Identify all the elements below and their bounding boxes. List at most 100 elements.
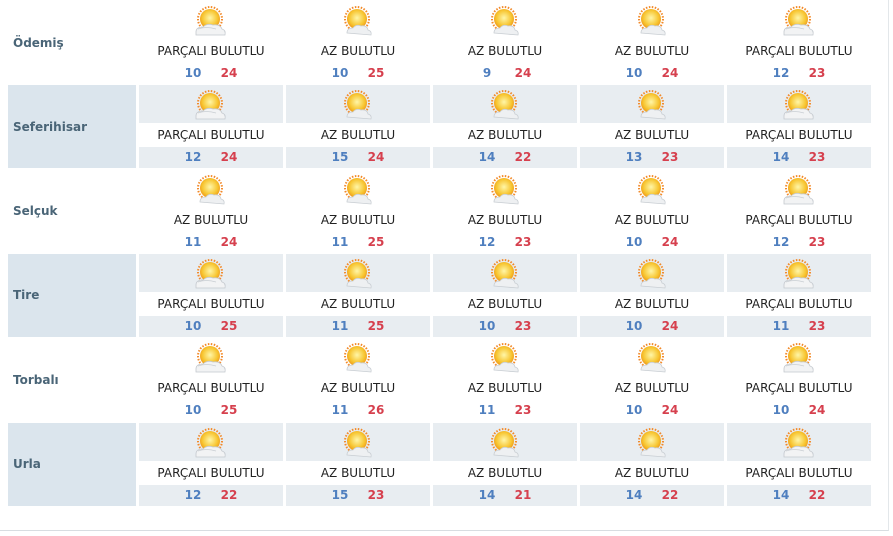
temperatures: 14 23 <box>727 147 871 169</box>
temperatures: 15 24 <box>286 147 430 169</box>
high-temp: 22 <box>661 487 679 502</box>
low-temp: 11 <box>331 318 349 333</box>
weather-icon-area <box>286 253 430 292</box>
weather-description: AZ BULUTLU <box>614 44 690 58</box>
forecast-cell: AZ BULUTLU 14 21 <box>433 422 577 506</box>
weather-icon-area <box>286 338 430 376</box>
low-temp: 9 <box>482 66 492 80</box>
city-name[interactable]: Tire <box>8 253 136 337</box>
high-temp: 23 <box>808 66 826 80</box>
weather-description: AZ BULUTLU <box>320 381 396 396</box>
temperatures: 10 25 <box>139 400 283 421</box>
low-temp: 10 <box>772 403 790 418</box>
forecast-cell: PARÇALI BULUTLU 10 25 <box>139 338 283 421</box>
forecast-cell: AZ BULUTLU 9 24 <box>433 1 577 84</box>
weather-icon-area <box>139 422 283 461</box>
city-row: Seferihisar PARÇALI BULUTLU 12 24 AZ BULU… <box>8 85 872 169</box>
high-temp: 23 <box>808 150 826 165</box>
forecast-cell: AZ BULUTLU 11 25 <box>286 170 430 253</box>
temperatures: 12 22 <box>139 484 283 506</box>
high-temp: 25 <box>367 234 385 249</box>
weather-description: PARÇALI BULUTLU <box>745 465 853 480</box>
weather-description: AZ BULUTLU <box>320 296 396 311</box>
temperatures: 13 23 <box>580 147 724 169</box>
weather-icon-area <box>580 85 724 124</box>
city-row: Urla PARÇALI BULUTLU 12 22 AZ BULUTLU 15 2… <box>8 422 872 506</box>
city-name[interactable]: Selçuk <box>13 204 58 219</box>
low-temp: 15 <box>331 150 349 165</box>
forecast-cell: AZ BULUTLU 10 25 <box>286 1 430 84</box>
forecast-cell: AZ BULUTLU 12 23 <box>433 170 577 253</box>
weather-description: AZ BULUTLU <box>320 212 396 227</box>
city-name[interactable]: Seferihisar <box>8 85 136 169</box>
high-temp: 24 <box>808 403 826 418</box>
forecast-cell: PARÇALI BULUTLU 14 22 <box>727 422 871 506</box>
high-temp: 25 <box>220 318 238 333</box>
forecast-cell: PARÇALI BULUTLU 14 23 <box>727 85 871 169</box>
temperatures: 14 22 <box>727 484 871 506</box>
high-temp: 25 <box>367 66 385 80</box>
temperatures: 11 25 <box>286 232 430 253</box>
weather-description: PARÇALI BULUTLU <box>157 44 265 58</box>
low-temp: 12 <box>478 234 496 249</box>
weather-description: PARÇALI BULUTLU <box>745 44 853 58</box>
high-temp: 25 <box>220 403 238 418</box>
forecast-cell: PARÇALI BULUTLU 12 23 <box>727 170 871 253</box>
forecast-cell: AZ BULUTLU 13 23 <box>580 85 724 169</box>
weather-description: AZ BULUTLU <box>320 44 396 58</box>
city-name[interactable]: Ödemiş <box>13 35 64 50</box>
weather-description: PARÇALI BULUTLU <box>745 212 853 227</box>
forecast-cell: PARÇALI BULUTLU 12 23 <box>727 1 871 84</box>
low-temp: 10 <box>625 318 643 333</box>
weather-icon-area <box>580 422 724 461</box>
temperatures: 12 23 <box>727 63 871 84</box>
weather-description: AZ BULUTLU <box>320 465 396 480</box>
city-row: Tire PARÇALI BULUTLU 10 25 AZ BULUTLU 11 2… <box>8 253 872 337</box>
weather-icon-area <box>727 253 871 292</box>
weather-icon-area <box>580 170 724 208</box>
temperatures: 11 23 <box>727 315 871 337</box>
city-name[interactable]: Torbalı <box>13 372 59 387</box>
weather-description: PARÇALI BULUTLU <box>157 381 265 396</box>
city-row: Selçuk AZ BULUTLU 11 24 AZ BULUTLU 11 25 A… <box>8 170 872 253</box>
high-temp: 23 <box>367 487 385 502</box>
high-temp: 23 <box>808 234 826 249</box>
low-temp: 10 <box>184 403 202 418</box>
high-temp: 21 <box>514 487 532 502</box>
weather-description: AZ BULUTLU <box>614 296 690 311</box>
forecast-cell: PARÇALI BULUTLU 11 23 <box>727 253 871 337</box>
temperatures: 10 24 <box>580 315 724 337</box>
city-name[interactable]: Urla <box>8 422 136 506</box>
weather-description: AZ BULUTLU <box>614 381 690 396</box>
forecast-cell: AZ BULUTLU 10 24 <box>580 170 724 253</box>
low-temp: 11 <box>478 403 496 418</box>
temperatures: 14 22 <box>580 484 724 506</box>
weather-description: PARÇALI BULUTLU <box>745 381 853 396</box>
temperatures: 10 24 <box>580 63 724 84</box>
high-temp: 24 <box>661 234 679 249</box>
temperatures: 10 24 <box>727 400 871 421</box>
high-temp: 22 <box>220 487 238 502</box>
weather-description: PARÇALI BULUTLU <box>745 128 853 143</box>
city-row: Torbalı PARÇALI BULUTLU 10 25 AZ BULUTLU … <box>8 338 872 421</box>
forecast-cell: PARÇALI BULUTLU 12 24 <box>139 85 283 169</box>
low-temp: 15 <box>331 487 349 502</box>
low-temp: 10 <box>331 66 349 80</box>
temperatures: 11 23 <box>433 400 577 421</box>
high-temp: 22 <box>514 150 532 165</box>
weather-icon-area <box>727 422 871 461</box>
high-temp: 23 <box>514 403 532 418</box>
high-temp: 23 <box>661 150 679 165</box>
low-temp: 10 <box>478 318 496 333</box>
low-temp: 11 <box>772 318 790 333</box>
weather-icon-area <box>286 170 430 208</box>
high-temp: 24 <box>514 66 532 80</box>
weather-icon-area <box>433 1 577 39</box>
weather-description: PARÇALI BULUTLU <box>157 128 265 143</box>
weather-description: AZ BULUTLU <box>173 212 249 227</box>
weather-icon-area <box>433 422 577 461</box>
high-temp: 24 <box>220 66 238 80</box>
temperatures: 11 25 <box>286 315 430 337</box>
high-temp: 26 <box>367 403 385 418</box>
